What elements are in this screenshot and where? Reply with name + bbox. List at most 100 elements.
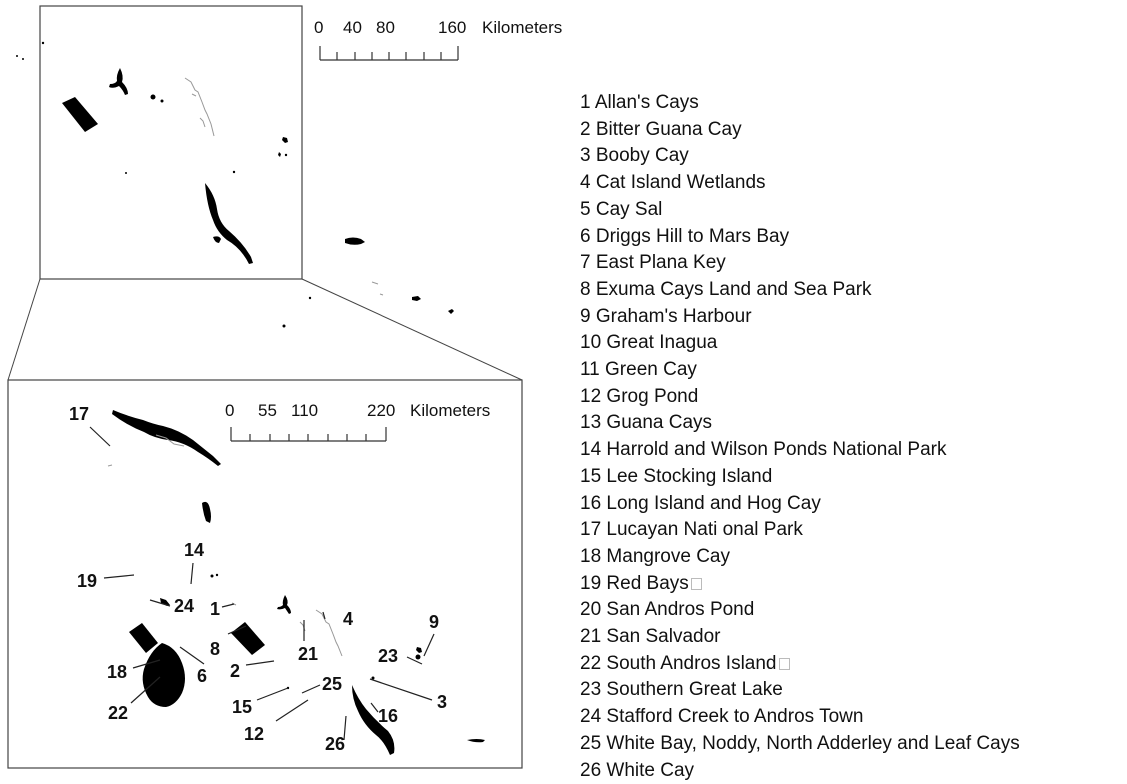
legend-name: Red Bays (606, 572, 689, 594)
map-label-26: 26 (325, 734, 345, 754)
legend-name: Stafford Creek to Andros Town (606, 706, 864, 728)
map-label-18: 18 (107, 662, 127, 682)
legend-name: Bitter Guana Cay (595, 118, 742, 140)
map-label-8: 8 (210, 639, 220, 659)
legend-name: Booby Cay (595, 145, 689, 167)
site-legend: 1 Allan's Cays 2 Bitter Guana Cay 3 Boob… (580, 90, 1020, 784)
map-label-24: 24 (174, 596, 194, 616)
legend-number: 25 (580, 732, 602, 754)
legend-number: 22 (580, 652, 602, 674)
legend-item: 15 Lee Stocking Island (580, 464, 1020, 491)
legend-item: 8 Exuma Cays Land and Sea Park (580, 277, 1020, 304)
legend-item: 25 White Bay, Noddy, North Adderley and … (580, 731, 1020, 758)
map-label-25: 25 (322, 674, 342, 694)
legend-number: 2 (580, 118, 591, 140)
legend-item: 6 Driggs Hill to Mars Bay (580, 224, 1020, 251)
map-labels: 17 14 19 24 1 8 4 9 21 23 18 2 6 22 25 3… (69, 404, 447, 754)
map-label-12: 12 (244, 724, 264, 744)
legend-number: 19 (580, 572, 602, 594)
top-scale-tick-0: 0 (314, 18, 323, 37)
legend-item: 3 Booby Cay (580, 143, 1020, 170)
legend-number: 10 (580, 332, 602, 354)
bottom-map-small-cays (107, 434, 343, 657)
placeholder-box-icon (690, 577, 702, 590)
legend-name: Southern Great Lake (606, 679, 783, 701)
bottom-map-land (112, 410, 422, 755)
legend-item: 18 Mangrove Cay (580, 544, 1020, 571)
map-label-23: 23 (378, 646, 398, 666)
legend-number: 4 (580, 172, 591, 194)
legend-item: 21 San Salvador (580, 624, 1020, 651)
legend-number: 20 (580, 599, 602, 621)
bottom-scale-tick-0: 0 (225, 401, 234, 420)
connector-line-left (7, 278, 41, 381)
legend-item: 19 Red Bays (580, 571, 1020, 598)
legend-number: 15 (580, 465, 602, 487)
legend-number: 3 (580, 145, 591, 167)
legend-name: Driggs Hill to Mars Bay (595, 225, 790, 247)
legend-name: Graham's Harbour (595, 305, 752, 327)
legend-name: San Andros Pond (606, 599, 755, 621)
bottom-scale-unit: Kilometers (410, 401, 490, 420)
legend-item: 5 Cay Sal (580, 197, 1020, 224)
legend-name: Grog Pond (606, 385, 699, 407)
legend-item: 1 Allan's Cays (580, 90, 1020, 117)
legend-item: 2 Bitter Guana Cay (580, 117, 1020, 144)
legend-name: Guana Cays (606, 412, 713, 434)
legend-name: White Bay, Noddy, North Adderley and Lea… (606, 732, 1020, 754)
legend-item: 20 San Andros Pond (580, 597, 1020, 624)
legend-name: South Andros Island (606, 652, 777, 674)
legend-item: 9 Graham's Harbour (580, 304, 1020, 331)
map-label-2: 2 (230, 661, 240, 681)
top-inset-small-cays (184, 77, 215, 137)
legend-name: Allan's Cays (594, 92, 699, 113)
top-inset-frame (39, 5, 303, 280)
legend-name: Cat Island Wetlands (595, 172, 766, 194)
top-scale-tick-80: 80 (376, 18, 395, 37)
legend-number: 1 (580, 92, 591, 113)
map-label-6: 6 (197, 666, 207, 686)
legend-name: Mangrove Cay (606, 545, 730, 567)
legend-item: 11 Green Cay (580, 357, 1020, 384)
map-label-14: 14 (184, 540, 204, 560)
bottom-map-frame (7, 379, 523, 769)
map-label-22: 22 (108, 703, 128, 723)
leader-lines (89, 426, 435, 741)
legend-item: 7 East Plana Key (580, 250, 1020, 277)
legend-name: Great Inagua (606, 332, 718, 354)
legend-item: 24 Stafford Creek to Andros Town (580, 704, 1020, 731)
map-label-15: 15 (232, 697, 252, 717)
legend-name: Lee Stocking Island (606, 465, 773, 487)
legend-item: 17 Lucayan Nati onal Park (580, 517, 1020, 544)
legend-number: 26 (580, 759, 602, 781)
legend-number: 24 (580, 706, 602, 728)
legend-number: 8 (580, 278, 591, 300)
map-label-16: 16 (378, 706, 398, 726)
top-scale-bar: 0 40 80 160 Kilometers (314, 18, 562, 61)
outer-scattered-cays (371, 281, 384, 296)
legend-name: Harrold and Wilson Ponds National Park (606, 439, 947, 461)
legend-number: 6 (580, 225, 591, 247)
legend-number: 21 (580, 626, 602, 648)
legend-item: 22 South Andros Island (580, 651, 1020, 678)
legend-number: 18 (580, 545, 602, 567)
legend-item: 26 White Cay (580, 758, 1020, 784)
legend-number: 5 (580, 198, 591, 220)
map-label-17: 17 (69, 404, 89, 424)
legend-number: 13 (580, 412, 602, 434)
top-scale-tick-40: 40 (343, 18, 362, 37)
legend-name: Lucayan Nati onal Park (606, 519, 803, 541)
legend-number: 12 (580, 385, 602, 407)
legend-name: San Salvador (606, 626, 721, 648)
legend-name: Cay Sal (595, 198, 663, 220)
legend-name: Green Cay (605, 359, 697, 381)
legend-number: 16 (580, 492, 602, 514)
legend-number: 17 (580, 519, 602, 541)
legend-number: 23 (580, 679, 602, 701)
legend-item: 14 Harrold and Wilson Ponds National Par… (580, 437, 1020, 464)
bottom-scale-tick-110: 110 (291, 401, 318, 420)
placeholder-box-icon (778, 657, 790, 670)
map-label-19: 19 (77, 571, 97, 591)
legend-name: East Plana Key (595, 252, 726, 274)
